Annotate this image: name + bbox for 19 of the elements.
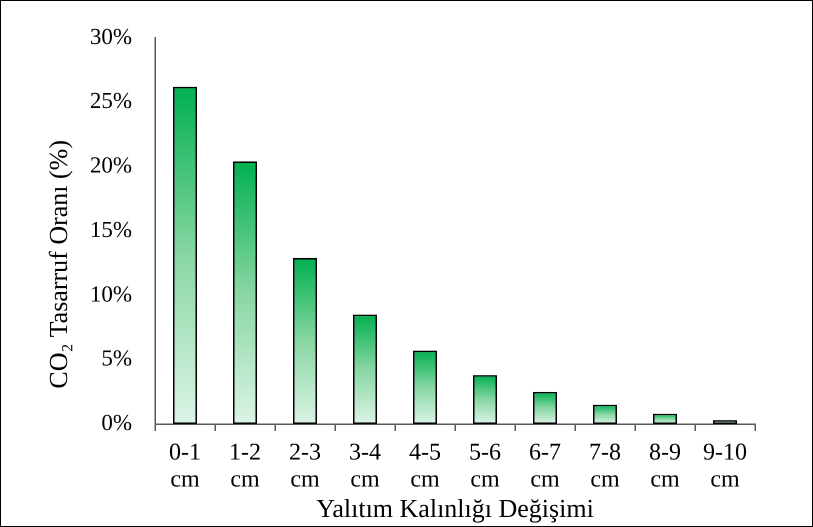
- y-tick-label: 20%: [90, 152, 132, 178]
- y-tick-label: 30%: [90, 24, 132, 49]
- y-tick-label: 15%: [90, 216, 132, 242]
- y-tick-label: 5%: [101, 346, 132, 371]
- x-tick-label: 0-1 cm: [169, 440, 201, 493]
- x-tick-label: 6-7 cm: [529, 440, 561, 493]
- y-axis-title: CO₂ Tasarruf Oranı (%): [44, 140, 74, 388]
- x-tick-label: 8-9 cm: [649, 440, 681, 493]
- x-tick-label: 7-8 cm: [589, 440, 621, 493]
- x-tick-label: 2-3 cm: [289, 440, 321, 493]
- x-axis-title: Yalıtım Kalınlığı Değişimi: [316, 494, 594, 524]
- x-tick-label: 1-2 cm: [229, 440, 261, 493]
- x-tick-label: 3-4 cm: [349, 440, 381, 493]
- x-tick-label: 4-5 cm: [409, 440, 441, 493]
- y-tick-label: 0%: [101, 410, 132, 436]
- x-tick-label: 5-6 cm: [469, 440, 501, 493]
- y-tick-label: 25%: [90, 88, 132, 114]
- x-tick-label: 9-10 cm: [703, 440, 747, 493]
- y-tick-label: 10%: [90, 281, 132, 306]
